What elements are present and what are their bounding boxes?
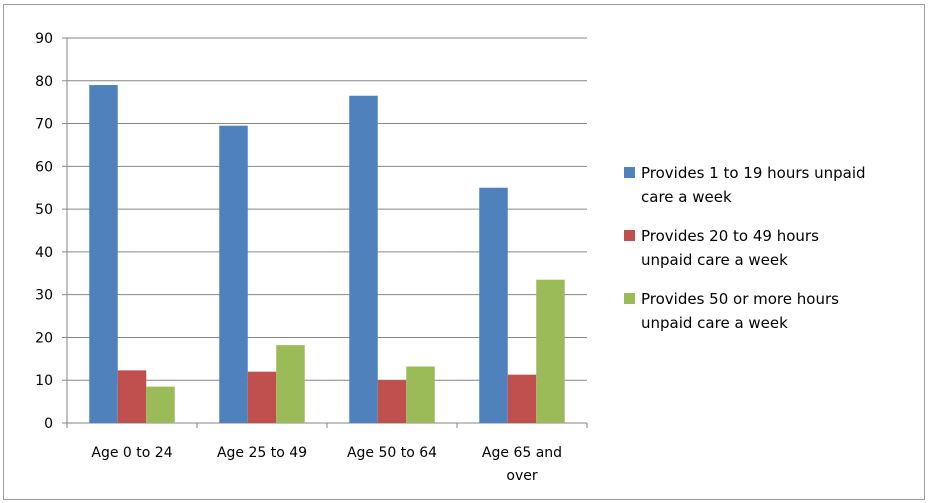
legend-label: Provides 20 to 49 hours (641, 227, 819, 245)
y-tick-label: 20 (35, 330, 53, 346)
y-tick-label: 10 (35, 373, 53, 389)
legend-swatch (624, 230, 635, 241)
category-label: Age 0 to 24 (91, 445, 172, 461)
bar (276, 345, 305, 423)
y-tick-label: 30 (35, 288, 53, 304)
bar (377, 380, 407, 423)
bar (479, 187, 508, 423)
y-tick-label: 40 (35, 245, 53, 261)
legend-label: care a week (641, 188, 732, 206)
y-tick-label: 0 (44, 416, 53, 432)
legend-label: Provides 1 to 19 hours unpaid (641, 164, 866, 182)
bar (89, 85, 118, 424)
category-label: Age 25 to 49 (217, 445, 307, 461)
y-tick-label: 50 (35, 202, 53, 218)
y-tick-label: 80 (35, 74, 53, 90)
bar (247, 371, 277, 423)
y-tick-label: 70 (35, 117, 53, 133)
category-label: over (506, 468, 537, 484)
y-tick-label: 90 (35, 31, 53, 47)
y-tick-label: 60 (35, 159, 53, 175)
legend-swatch (624, 167, 635, 178)
legend-label: unpaid care a week (641, 251, 788, 269)
legend-swatch (624, 293, 635, 304)
bar (536, 279, 565, 423)
category-label: Age 65 and (482, 445, 562, 461)
legend-label: unpaid care a week (641, 314, 788, 332)
bar (117, 370, 147, 423)
legend-label: Provides 50 or more hours (641, 290, 839, 308)
bar (349, 95, 378, 423)
bar (219, 125, 248, 423)
bar (406, 366, 435, 423)
category-label: Age 50 to 64 (347, 445, 437, 461)
bar (507, 374, 537, 423)
bar (146, 386, 175, 423)
